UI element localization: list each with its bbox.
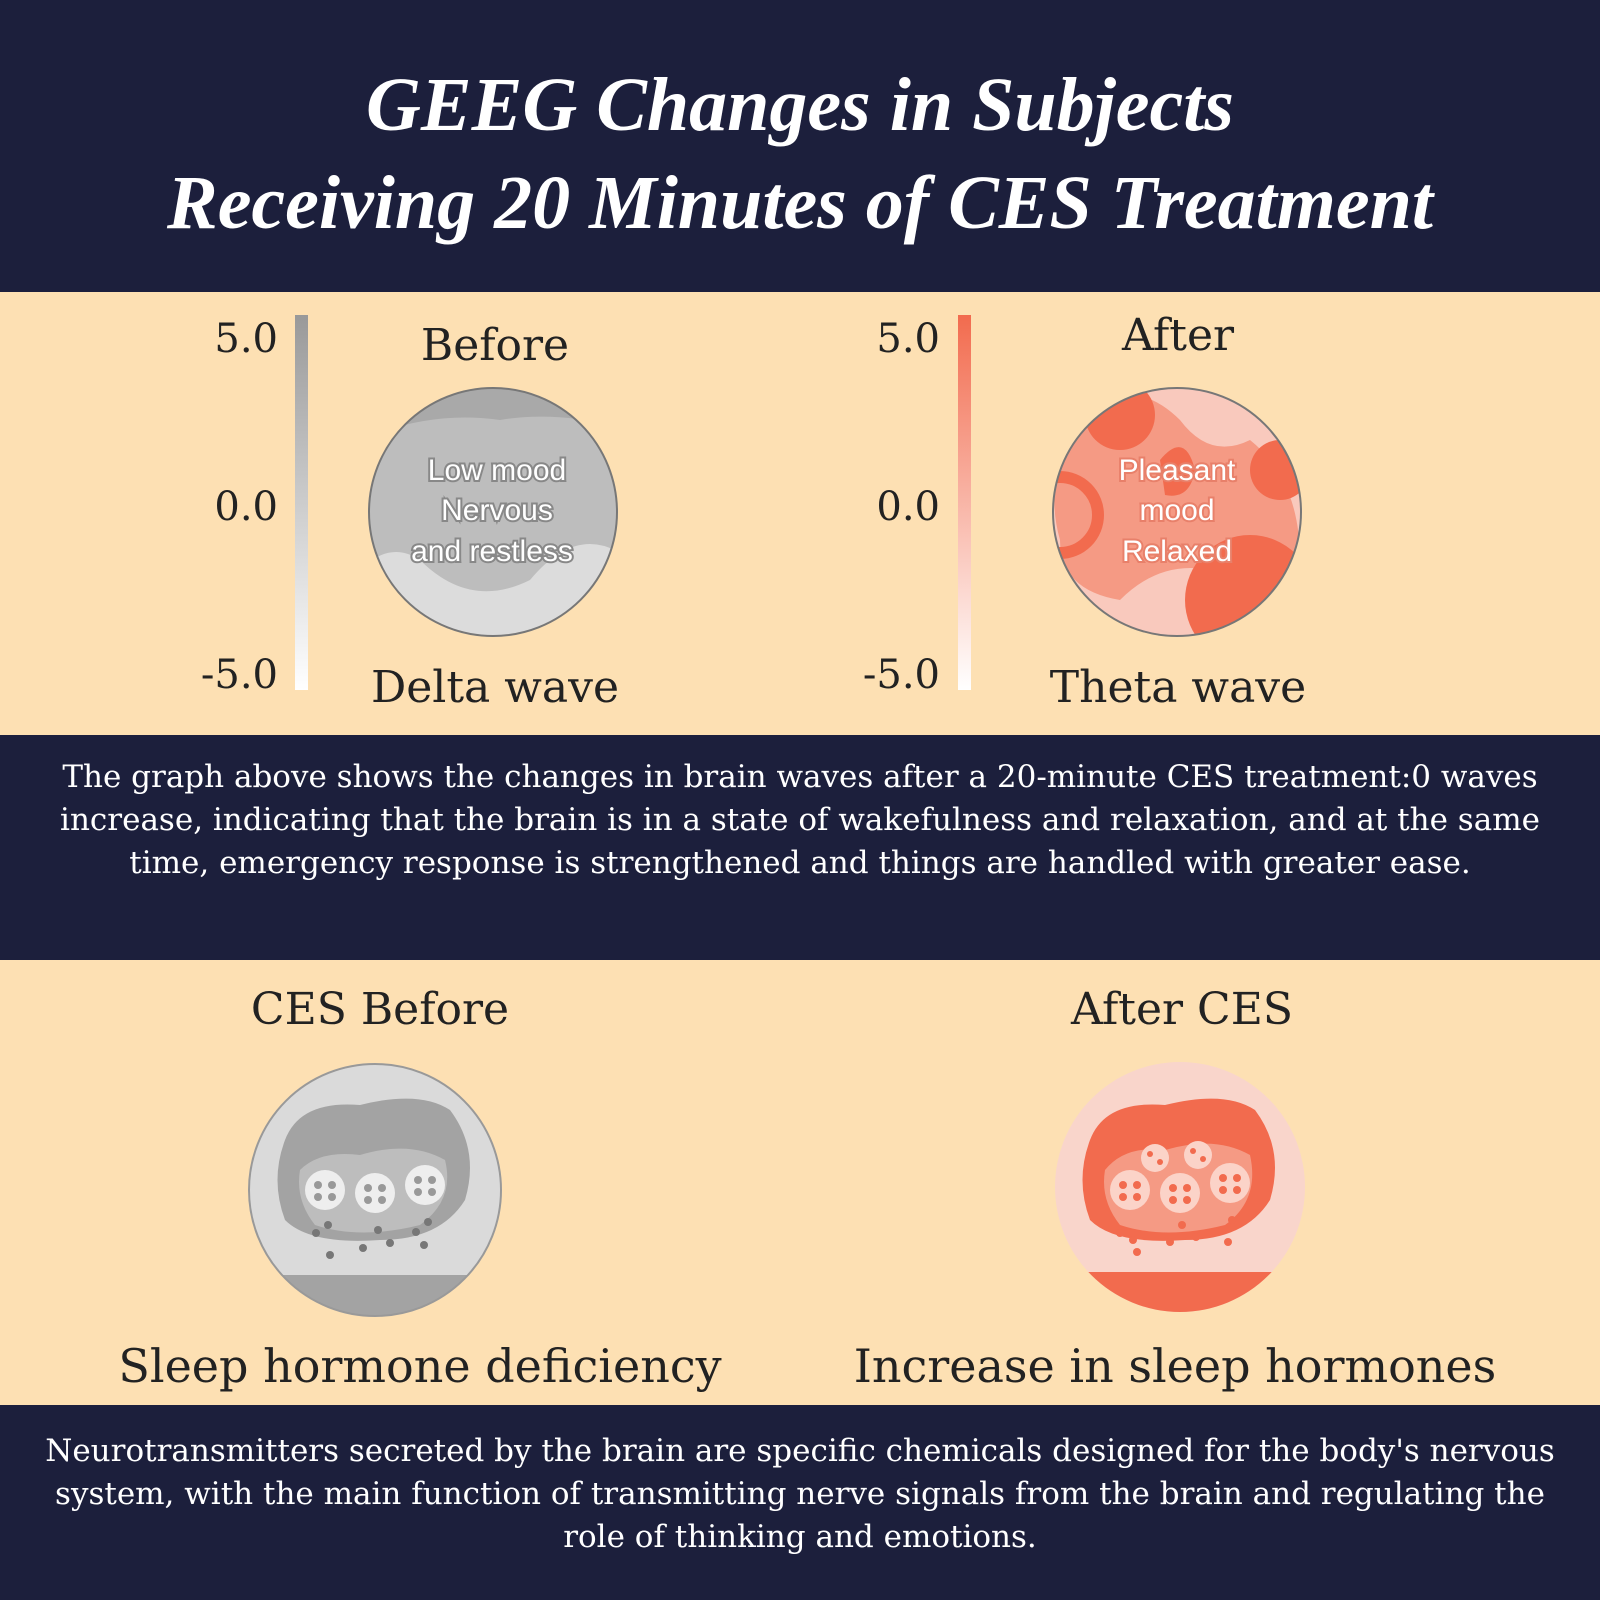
panel-caption: Increase in sleep hormones	[854, 1339, 1497, 1393]
eeg-description: The graph above shows the changes in bra…	[60, 759, 1540, 881]
scale-label: -5.0	[863, 652, 940, 698]
eeg-band	[0, 292, 1600, 735]
color-scale	[295, 315, 308, 690]
scale-label: 5.0	[214, 316, 278, 362]
circle-text: Relaxed	[1122, 535, 1232, 568]
color-scale	[958, 315, 971, 690]
panel-title: After CES	[1070, 984, 1293, 1035]
circle-text: Pleasant	[1119, 454, 1236, 487]
circle-text: Low mood	[428, 454, 566, 487]
circle-text: and restless	[411, 535, 573, 568]
panel-caption: Sleep hormone deficiency	[118, 1339, 721, 1393]
scale-label: 0.0	[214, 484, 278, 530]
panel-title: Before	[421, 320, 569, 371]
footer-band	[0, 1405, 1600, 1600]
title-line: Receiving 20 Minutes of CES Treatment	[166, 161, 1436, 245]
panel-caption: Delta wave	[371, 662, 619, 713]
panel-title: After	[1121, 310, 1235, 361]
brain-map	[369, 388, 617, 636]
neuron-outline	[248, 1063, 502, 1317]
brain-outline	[1052, 387, 1302, 637]
panel-title: CES Before	[251, 984, 509, 1035]
desc-band	[0, 735, 1600, 960]
circle-text: Nervous	[441, 494, 553, 527]
title-line: GEEG Changes in Subjects	[366, 63, 1234, 147]
scale-label: 5.0	[876, 316, 940, 362]
scale-label: -5.0	[201, 652, 278, 698]
panel-caption: Theta wave	[1050, 662, 1306, 713]
scale-label: 0.0	[876, 484, 940, 530]
brain-outline	[368, 387, 618, 637]
hormone-description: Neurotransmitters secreted by the brain …	[45, 1433, 1555, 1555]
header-band	[0, 0, 1600, 292]
circle-text: mood	[1139, 494, 1214, 527]
